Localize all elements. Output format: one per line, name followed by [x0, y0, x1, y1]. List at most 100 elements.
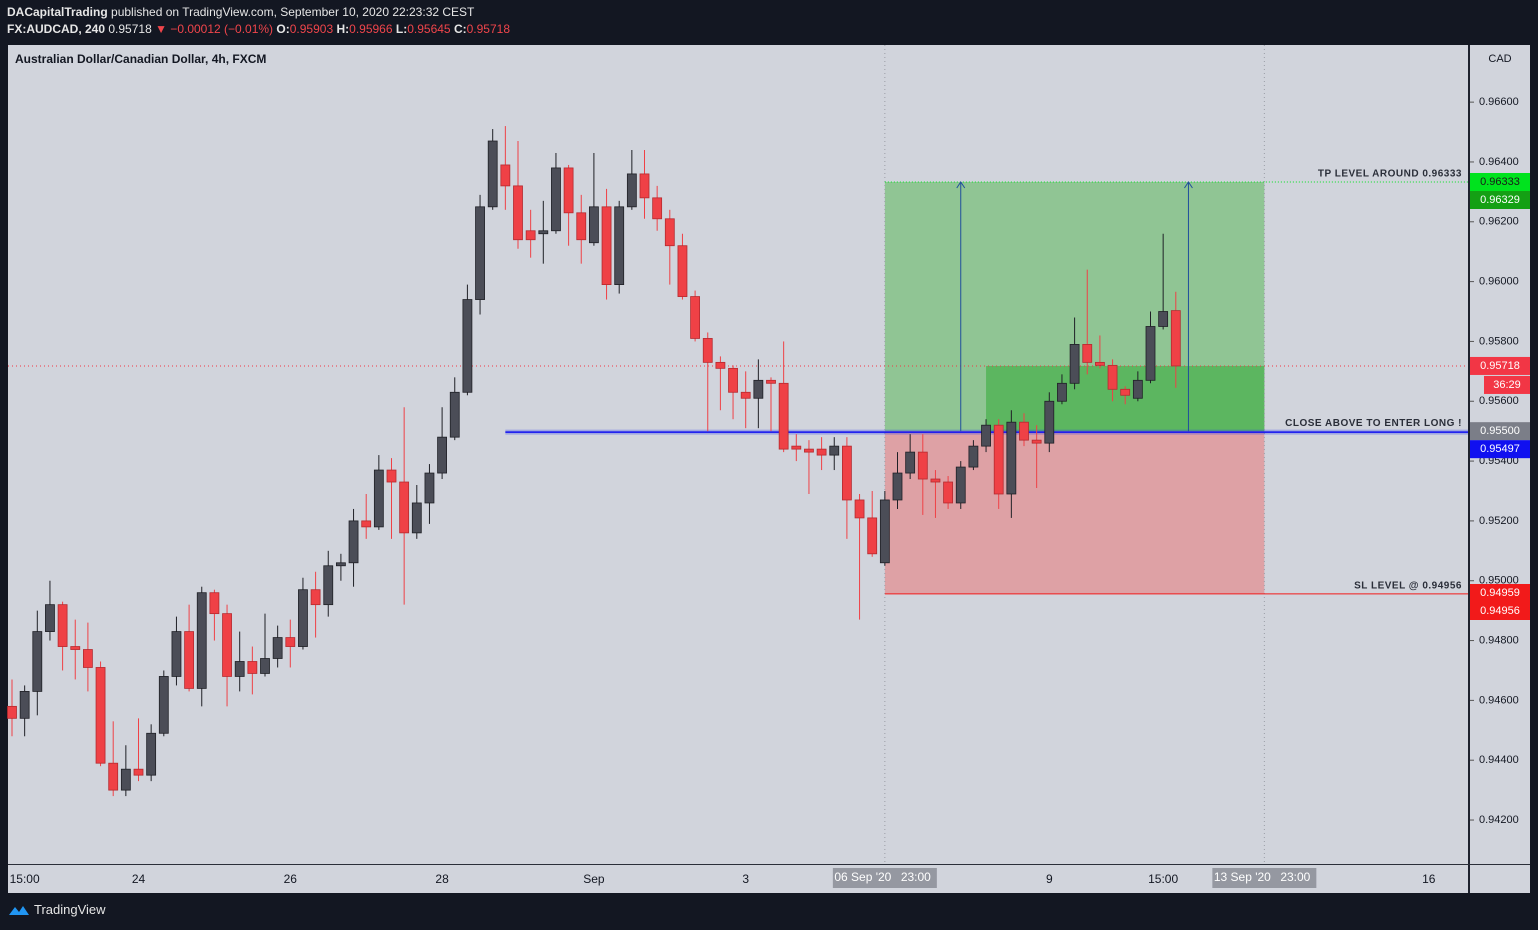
candle-body — [19, 691, 30, 719]
candle-body — [247, 661, 258, 674]
candle-body — [437, 436, 448, 474]
candle-body — [993, 424, 1004, 495]
candle-body — [487, 140, 498, 208]
x-tick-label: 16 — [1422, 872, 1436, 886]
price-label-text: 0.94959 — [1480, 587, 1520, 599]
candle-body — [766, 379, 776, 384]
ohlc-value: 0.95718 — [466, 22, 511, 36]
ohlc-value: 0.95966 — [349, 22, 393, 36]
candle-body — [842, 445, 852, 501]
candle-body — [829, 445, 840, 456]
logo — [9, 905, 29, 915]
candle-body — [1044, 400, 1055, 444]
candle-body — [1120, 388, 1131, 396]
y-tick-label: 0.96600 — [1479, 96, 1519, 108]
x-tick-label: 15:00 — [1148, 872, 1178, 886]
candle-body — [930, 478, 941, 483]
x-tick-label: 15:00 — [10, 872, 40, 886]
level-note: TP LEVEL AROUND 0.96333 — [1318, 169, 1462, 180]
ohlc-key: L: — [395, 22, 408, 36]
candle-body — [1132, 379, 1143, 399]
candle-body — [943, 481, 953, 504]
x-tick-label: 3 — [742, 872, 749, 886]
candle-body — [1095, 361, 1105, 366]
candle-body — [816, 448, 827, 456]
candle-body — [753, 379, 764, 399]
candle-body — [702, 338, 713, 363]
x-tick-label: Sep — [583, 872, 605, 886]
candle-body — [449, 391, 460, 438]
candle-body — [424, 472, 435, 504]
candle-body — [209, 592, 220, 615]
candle-body — [981, 424, 991, 447]
candle-body — [892, 472, 903, 501]
candle-body — [917, 451, 928, 480]
candle-body — [475, 206, 485, 300]
candle-body — [538, 230, 549, 235]
ohlc-key: C: — [453, 22, 467, 36]
date-badge-time: 23:00 — [901, 870, 931, 884]
candle-body — [664, 218, 675, 247]
candle-body — [298, 589, 308, 647]
candle-body — [361, 520, 372, 528]
price-label-text: 0.96329 — [1480, 194, 1520, 206]
ohlc-key: H: — [336, 22, 350, 36]
x-tick-label: 28 — [435, 872, 449, 886]
candle-body — [411, 502, 422, 534]
candle-body — [1006, 421, 1017, 495]
price-label-text: 0.94956 — [1480, 605, 1520, 617]
candle-body — [120, 768, 131, 791]
candle-body — [323, 565, 334, 606]
last-price: 0.95718 — [108, 22, 152, 36]
candle-body — [728, 367, 738, 393]
candle-body — [1082, 344, 1093, 363]
price-label-text: 0.95497 — [1480, 443, 1520, 455]
date-badge-time: 23:00 — [1280, 870, 1310, 884]
candle-body — [95, 667, 106, 764]
candle-body — [146, 732, 157, 776]
axis-unit: CAD — [1488, 53, 1511, 65]
candle-body — [70, 646, 81, 650]
candle-body — [1145, 326, 1156, 381]
ohlc-value: 0.95645 — [407, 22, 451, 36]
symbol: FX:AUDCAD, 240 — [7, 22, 106, 36]
candle-body — [1019, 421, 1029, 441]
x-tick-label: 26 — [284, 872, 298, 886]
price-label — [1470, 190, 1530, 209]
price-label — [1470, 172, 1530, 191]
candle-body — [690, 296, 700, 339]
candle-body — [184, 631, 195, 689]
candle-body — [386, 469, 397, 483]
candle-body — [854, 499, 865, 519]
candle-body — [513, 185, 523, 241]
y-tick-label: 0.95600 — [1479, 395, 1519, 407]
candle-body — [525, 230, 536, 241]
published: published on TradingView.com, September … — [111, 5, 475, 19]
candle-body — [260, 658, 270, 674]
countdown-badge — [1484, 375, 1530, 394]
price-label — [1470, 356, 1530, 375]
candle-body — [272, 637, 283, 659]
price-label — [1470, 440, 1530, 459]
price-label — [1470, 583, 1530, 602]
candle-body — [589, 206, 599, 244]
candle-body — [576, 212, 587, 241]
price-label-text: 0.96333 — [1480, 176, 1520, 188]
date-badge — [1212, 868, 1317, 888]
y-tick-label: 0.94400 — [1479, 754, 1519, 766]
date-badge-date: 13 Sep '20 — [1214, 870, 1271, 884]
candle-body — [1170, 310, 1181, 367]
x-tick-label: 9 — [1046, 872, 1053, 886]
candle-body — [133, 768, 144, 776]
candle-body — [158, 676, 169, 734]
level-note: SL LEVEL @ 0.94956 — [1354, 581, 1462, 592]
candle-body — [222, 613, 232, 677]
candle-body — [171, 631, 182, 677]
candle-body — [45, 604, 55, 632]
candle-body — [57, 604, 68, 647]
chart-layer: 0.94200 0.94400 0.94600 0.94800 0.95000 0.952… — [7, 45, 1530, 888]
footer: TradingView — [8, 902, 106, 917]
candle-body — [348, 520, 359, 564]
